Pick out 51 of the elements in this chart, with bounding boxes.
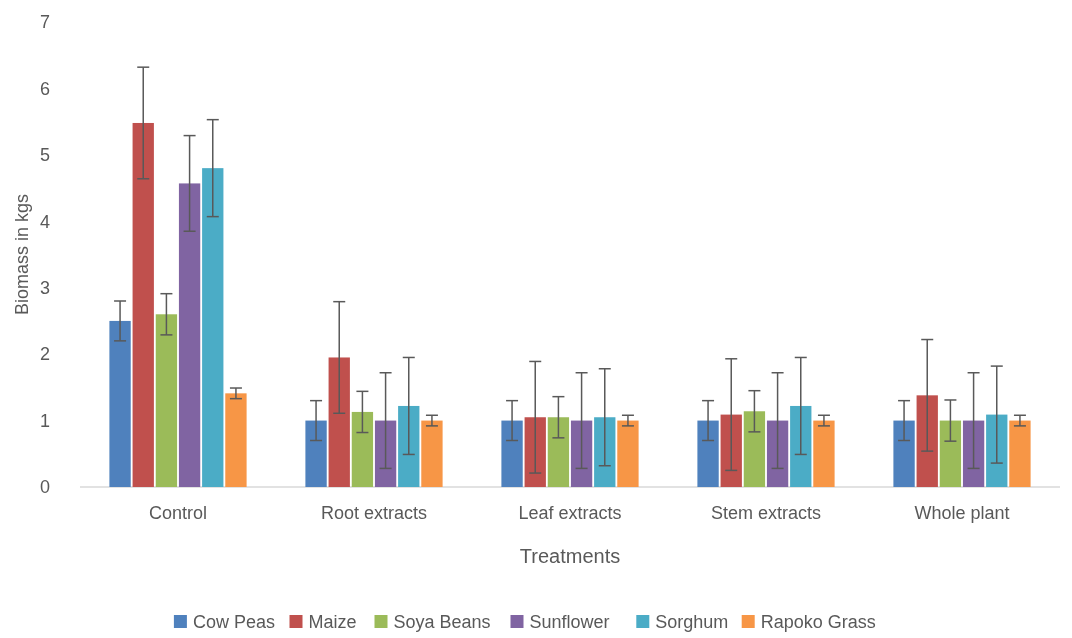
- y-axis-title: Biomass in kgs: [12, 193, 32, 316]
- bar: [790, 405, 812, 487]
- x-tick-label: Stem extracts: [710, 503, 822, 523]
- bar: [225, 393, 247, 487]
- y-tick-label: 4: [39, 211, 50, 232]
- bar: [547, 417, 570, 487]
- y-tick-label: 0: [39, 477, 50, 498]
- x-axis-title: Treatments: [519, 545, 621, 567]
- bar: [594, 417, 616, 487]
- bar: [178, 183, 201, 487]
- bar: [155, 314, 178, 487]
- legend-label: Soya Beans: [393, 612, 491, 632]
- bar: [617, 420, 639, 487]
- y-tick-label: 6: [39, 78, 50, 99]
- bar: [1009, 420, 1031, 487]
- bar: [962, 420, 985, 487]
- legend-label: Rapoko Grass: [760, 612, 876, 632]
- bar: [720, 414, 742, 487]
- y-tick-label: 7: [39, 12, 50, 33]
- bar: [939, 420, 962, 487]
- bar: [398, 405, 420, 487]
- bar: [813, 420, 835, 487]
- legend-label: Cow Peas: [192, 612, 275, 632]
- legend-label: Maize: [308, 612, 357, 632]
- x-tick-label: Control: [148, 503, 208, 523]
- legend-label: Sunflower: [529, 612, 610, 632]
- y-tick-label: 1: [39, 410, 50, 431]
- y-tick-label: 5: [39, 145, 50, 166]
- bar: [501, 420, 523, 487]
- bar: [305, 420, 327, 487]
- bar: [374, 420, 397, 487]
- bar: [524, 417, 546, 487]
- bar: [421, 420, 443, 487]
- x-tick-label: Whole plant: [914, 503, 1010, 523]
- y-tick-label: 2: [39, 344, 50, 365]
- bar: [109, 320, 131, 487]
- bar: [132, 122, 154, 487]
- bar: [893, 420, 915, 487]
- bar: [328, 357, 350, 487]
- bar: [986, 414, 1008, 487]
- x-tick-label: Root extracts: [320, 503, 428, 523]
- bar: [570, 420, 593, 487]
- bar: [766, 420, 789, 487]
- x-tick-label: Leaf extracts: [518, 503, 622, 523]
- bar: [351, 411, 374, 487]
- legend-label: Sorghum: [655, 612, 729, 632]
- y-tick-label: 3: [39, 278, 50, 299]
- bar: [202, 168, 224, 487]
- bar: [697, 420, 719, 487]
- bar: [916, 395, 938, 487]
- bar: [743, 411, 766, 487]
